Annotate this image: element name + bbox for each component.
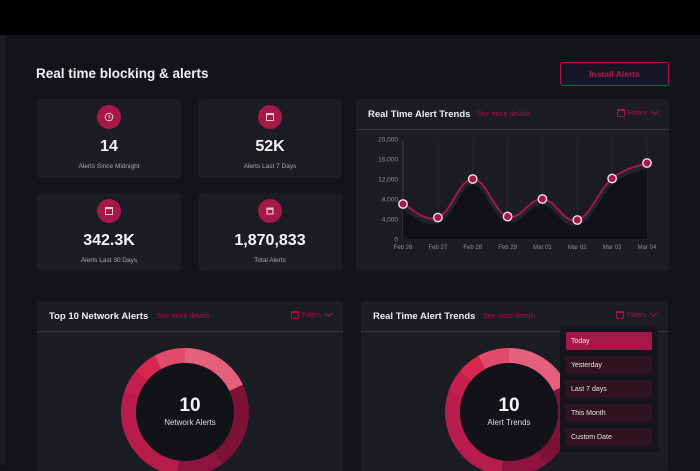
- filter-dropdown-menu: Today Yesterday Last 7 days This Month C…: [560, 326, 658, 452]
- card-title: Real Time Alert Trends: [368, 109, 471, 120]
- donut-center-label: Network Alerts: [164, 418, 216, 427]
- donut-segment[interactable]: [509, 348, 567, 392]
- card-header: Real Time Alert Trends See more details …: [361, 301, 668, 332]
- window-icon: [258, 199, 282, 223]
- data-point: [432, 212, 443, 223]
- data-point: [537, 194, 548, 204]
- stat-label: Alerts Last 7 Days: [243, 163, 297, 170]
- stat-card-last-30-days: 342.3K Alerts Last 30 Days: [37, 193, 181, 271]
- filter-option-last-7-days[interactable]: Last 7 days: [566, 380, 652, 398]
- card-title: Top 10 Network Alerts: [49, 311, 149, 322]
- stat-card-since-midnight: 14 Alerts Since Midnight: [37, 99, 181, 178]
- filters-label: Filters: [627, 109, 647, 117]
- filters-button[interactable]: Filters: [616, 107, 659, 117]
- see-more-link[interactable]: See more details: [477, 111, 530, 118]
- page-title: Real time blocking & alerts: [36, 66, 209, 81]
- x-tick-label: Mar 04: [638, 245, 657, 251]
- stat-label: Alerts Last 30 Days: [80, 257, 138, 264]
- card-title: Real Time Alert Trends: [373, 311, 476, 322]
- x-tick-label: Feb 26: [394, 245, 413, 251]
- stat-card-last-7-days: 52K Alerts Last 7 Days: [198, 99, 342, 178]
- donut-segment[interactable]: [135, 355, 162, 381]
- x-tick-label: Feb 29: [498, 245, 517, 251]
- stat-card-total-alerts: 1,870,833 Total Alerts: [198, 193, 342, 271]
- filter-option-custom-date[interactable]: Custom Date: [566, 428, 652, 446]
- network-alerts-card: Top 10 Network Alerts See more details F…: [37, 301, 343, 471]
- card-header: Real Time Alert Trends See more details …: [356, 99, 669, 130]
- calendar-icon: [616, 109, 625, 117]
- clock-icon: [97, 105, 121, 129]
- x-tick-label: Mar 02: [568, 245, 587, 251]
- data-point: [607, 173, 618, 184]
- donut-center-label: Alert Trends: [487, 418, 531, 427]
- y-tick-label: 12,000: [378, 177, 398, 184]
- x-tick-label: Feb 27: [429, 245, 448, 251]
- y-tick-label: 4,000: [382, 217, 399, 224]
- x-tick-label: Mar 01: [533, 245, 552, 251]
- y-tick-label: 16,000: [378, 157, 398, 164]
- donut-segment[interactable]: [185, 348, 243, 392]
- donut-segment[interactable]: [121, 392, 179, 471]
- stat-label: Total Alerts: [254, 257, 286, 264]
- donut-hole: [136, 363, 234, 461]
- x-tick-label: Feb 28: [463, 245, 482, 251]
- card-header: Top 10 Network Alerts See more details F…: [37, 301, 343, 332]
- y-tick-label: 20,000: [378, 137, 398, 144]
- donut-segment[interactable]: [478, 348, 509, 370]
- see-more-link[interactable]: See more details: [157, 313, 210, 320]
- x-tick-label: Mar 03: [603, 245, 622, 251]
- alert-trends-chart-card: Real Time Alert Trends See more details …: [356, 99, 669, 271]
- calendar-icon: [258, 105, 282, 129]
- donut-segment[interactable]: [124, 371, 148, 397]
- sidebar-edge: [0, 35, 6, 465]
- y-tick-label: 0: [394, 237, 398, 244]
- filters-button[interactable]: Filters: [615, 309, 658, 319]
- stat-label: Alerts Since Midnight: [78, 163, 140, 170]
- data-point: [502, 211, 513, 222]
- donut-center-value: 10: [498, 395, 520, 416]
- donut-segment[interactable]: [154, 348, 185, 370]
- donut-center-value: 10: [179, 395, 201, 416]
- install-alerts-button[interactable]: Install Alerts: [560, 62, 669, 86]
- calendar-icon: [615, 311, 624, 319]
- filter-option-today[interactable]: Today: [566, 332, 652, 350]
- see-more-link[interactable]: See more details: [483, 313, 536, 320]
- filters-button[interactable]: Filters: [290, 309, 333, 319]
- data-point: [467, 174, 478, 184]
- top-bar: [0, 0, 700, 35]
- data-point: [398, 199, 408, 209]
- donut-segment[interactable]: [459, 355, 486, 381]
- calendar-icon: [97, 199, 121, 223]
- calendar-icon: [290, 311, 299, 319]
- stat-value: 342.3K: [83, 232, 135, 249]
- network-alerts-donut: [121, 348, 250, 471]
- donut-hole: [460, 363, 558, 461]
- y-tick-label: 8,000: [382, 197, 399, 204]
- filters-label: Filters: [301, 311, 321, 319]
- filter-option-yesterday[interactable]: Yesterday: [566, 356, 652, 374]
- stat-value: 52K: [255, 138, 285, 155]
- donut-segment[interactable]: [448, 371, 472, 397]
- donut-segment[interactable]: [445, 392, 503, 471]
- donut-segment[interactable]: [213, 384, 250, 464]
- stat-value: 1,870,833: [234, 232, 306, 249]
- filters-label: Filters: [626, 311, 646, 319]
- stat-value: 14: [100, 138, 118, 155]
- data-point: [572, 215, 583, 225]
- line-chart: 0 4,000 8,000 12,000 16,000 20,000 Feb 26 Feb 2…: [378, 137, 657, 252]
- filter-option-this-month[interactable]: This Month: [566, 404, 652, 422]
- data-point: [642, 158, 652, 168]
